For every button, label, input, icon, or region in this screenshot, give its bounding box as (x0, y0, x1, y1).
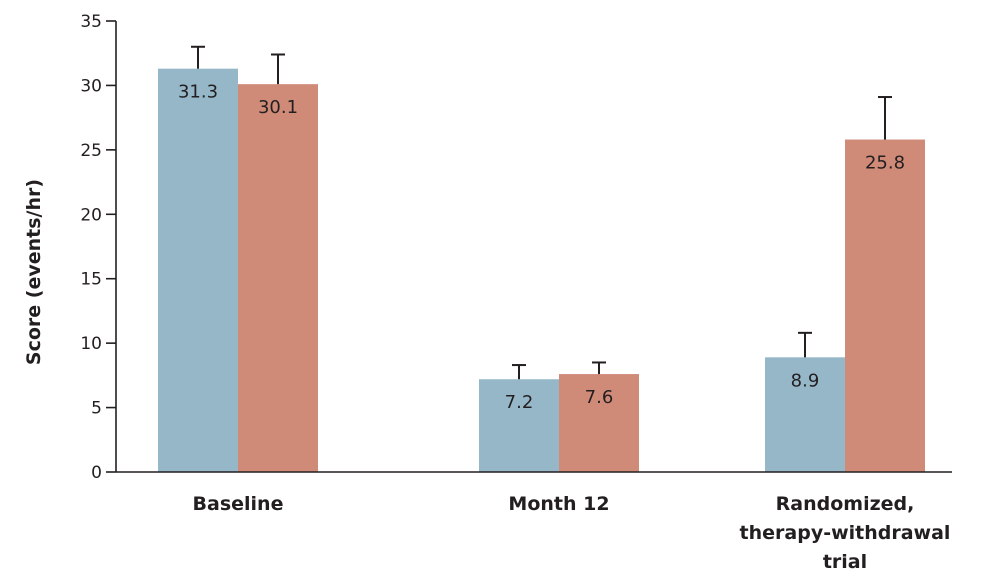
bar (845, 139, 925, 472)
bar (238, 84, 318, 472)
bar (158, 68, 238, 473)
data-label: 8.9 (791, 370, 820, 391)
bar (765, 357, 845, 472)
y-tick-label: 35 (80, 12, 102, 32)
data-label: 31.3 (178, 82, 218, 103)
x-tick-label: Baseline (193, 493, 284, 515)
x-tick-label: Month 12 (508, 493, 609, 515)
x-tick-label: Randomized, (776, 493, 915, 515)
y-tick-label: 10 (80, 334, 102, 354)
bars: 31.3 7.2 8.9 30.1 7.6 25.8 (158, 45, 925, 473)
y-axis-title: Score (events/hr) (23, 179, 45, 365)
x-tick-label: therapy-withdrawal (740, 522, 951, 544)
y-tick-label: 25 (80, 141, 102, 161)
data-label: 7.2 (505, 392, 534, 413)
bar (479, 379, 559, 472)
data-label: 25.8 (865, 153, 905, 174)
bar (559, 374, 639, 472)
y-tick-label: 0 (91, 463, 102, 483)
y-tick-label: 20 (80, 205, 102, 225)
data-label: 30.1 (258, 97, 298, 118)
x-tick-label: trial (823, 551, 867, 573)
y-tick-label: 5 (91, 399, 102, 419)
y-tick-label: 15 (80, 270, 102, 290)
x-axis: Baseline Month 12 Randomized, therapy-withd… (116, 471, 952, 573)
y-tick-label: 30 (80, 76, 102, 96)
y-axis: 0 5 10 15 20 25 30 35 (80, 12, 117, 483)
data-label: 7.6 (585, 387, 614, 408)
